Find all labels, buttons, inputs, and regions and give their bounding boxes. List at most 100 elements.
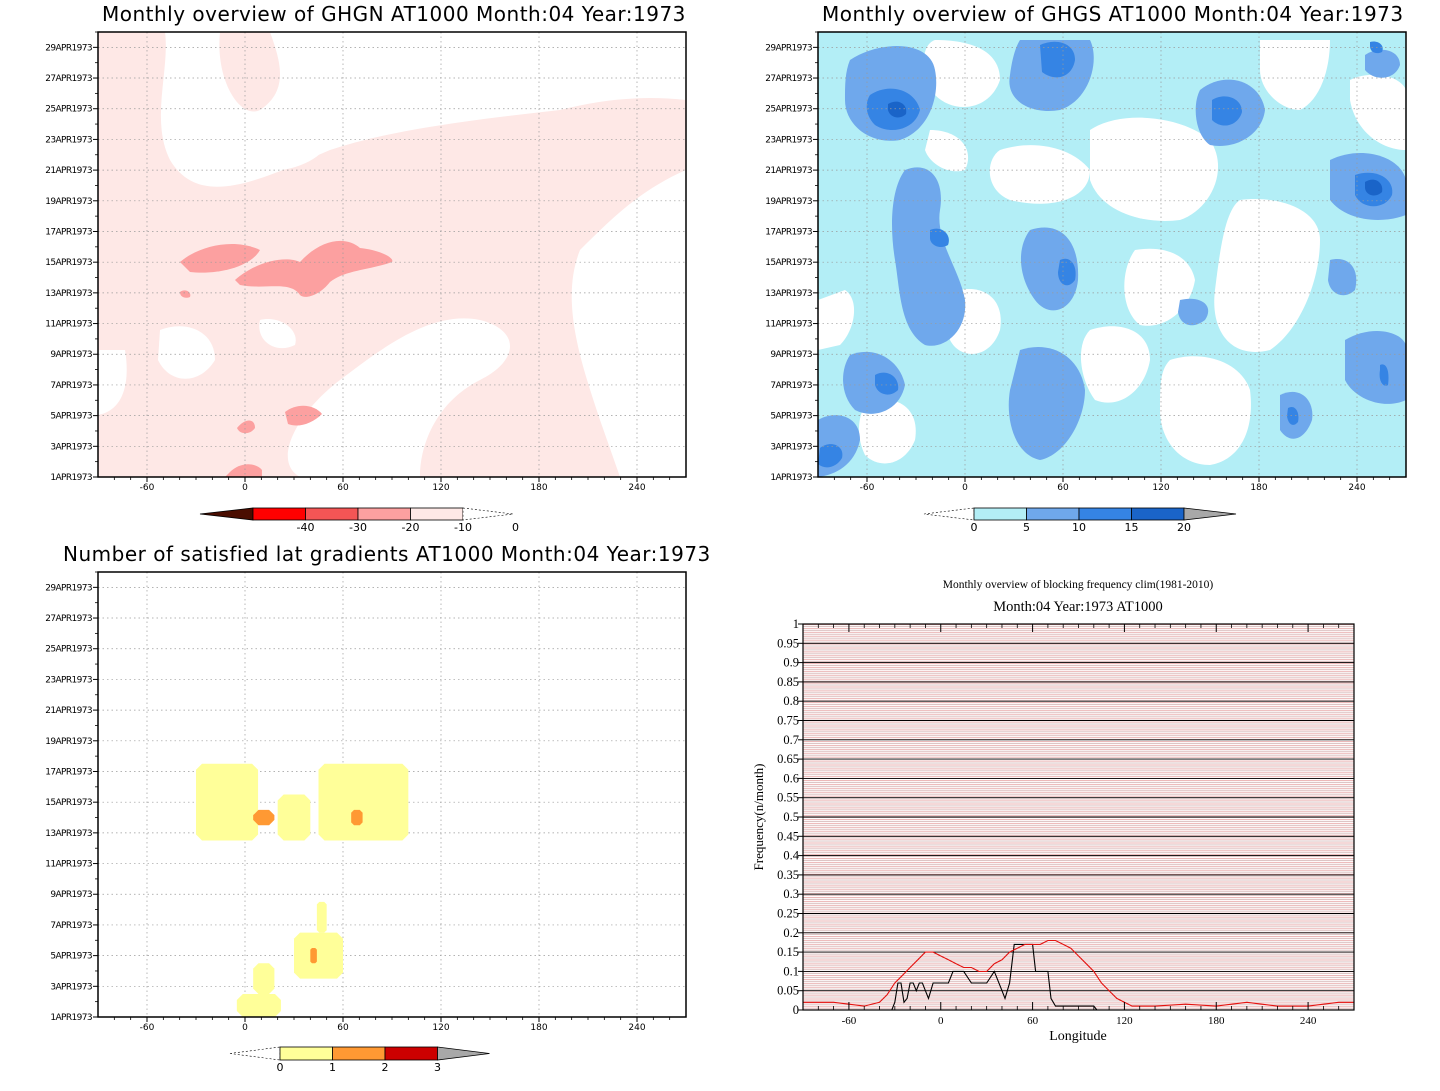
lat-cell-value-1 xyxy=(236,993,281,1017)
freq-y-tick-label: 0.45 xyxy=(777,829,799,843)
y-tick-label: 21APR1973 xyxy=(45,706,92,716)
freq-y-tick-label: 0.95 xyxy=(777,636,799,650)
y-tick-label: 1APR1973 xyxy=(770,473,812,483)
y-tick-label: 5APR1973 xyxy=(770,412,812,422)
y-tick-label: 21APR1973 xyxy=(765,166,812,176)
freq-y-tick-label: 0.9 xyxy=(783,656,799,670)
freq-y-tick-label: 0.85 xyxy=(777,675,799,689)
freq-series-line-0 xyxy=(803,943,1354,1011)
colorbar-right-extension xyxy=(437,1046,490,1061)
y-tick-label: 13APR1973 xyxy=(45,829,92,839)
y-tick-label: 7APR1973 xyxy=(770,381,812,391)
x-tick-label: 0 xyxy=(242,1023,248,1033)
y-tick-label: 11APR1973 xyxy=(765,320,812,330)
freq-y-tick-label: 0.65 xyxy=(777,752,799,766)
x-tick-label: -60 xyxy=(140,483,155,493)
freq-x-tick-label: 120 xyxy=(1116,1015,1133,1027)
y-tick-label: 21APR1973 xyxy=(45,166,92,176)
freq-y-tick-label: 1 xyxy=(793,617,799,631)
x-tick-label: -60 xyxy=(860,483,875,493)
y-tick-label: 19APR1973 xyxy=(765,197,812,207)
ghgs-title: Monthly overview of GHGS AT1000 Month:04… xyxy=(822,2,1404,26)
colorbar-left-extension xyxy=(199,507,254,521)
colorbar-label: -10 xyxy=(454,521,472,534)
freq-y-tick-label: 0.6 xyxy=(783,771,799,785)
freq-y-tick-label: 0.15 xyxy=(777,945,799,959)
x-tick-label: 120 xyxy=(1152,483,1169,493)
colorbar-segment xyxy=(1026,507,1080,521)
y-tick-label: 27APR1973 xyxy=(765,74,812,84)
x-tick-label: 60 xyxy=(337,483,349,493)
freq-y-tick-label: 0.4 xyxy=(783,849,799,863)
x-tick-label: 180 xyxy=(530,1023,547,1033)
freq-x-tick-label: -60 xyxy=(842,1015,857,1027)
y-tick-label: 29APR1973 xyxy=(765,43,812,53)
y-tick-label: 23APR1973 xyxy=(765,135,812,145)
colorbar-segment xyxy=(305,507,359,521)
ghgs-field-level-15 xyxy=(888,101,907,118)
freq-x-tick-label: 60 xyxy=(1027,1015,1039,1027)
x-tick-label: 120 xyxy=(432,1023,449,1033)
colorbar-label: 0 xyxy=(971,521,978,534)
y-tick-label: 25APR1973 xyxy=(765,105,812,115)
freq-x-tick-label: 180 xyxy=(1208,1015,1225,1027)
lat-cell-value-1 xyxy=(253,963,275,994)
y-tick-label: 3APR1973 xyxy=(50,982,92,992)
lat-gradients-title: Number of satisfied lat gradients AT1000… xyxy=(63,542,711,566)
y-tick-label: 5APR1973 xyxy=(50,952,92,962)
colorbar-label: -40 xyxy=(297,521,315,534)
lat-cell-value-1 xyxy=(318,763,409,841)
y-tick-label: 7APR1973 xyxy=(50,921,92,931)
freq-x-tick-label: 0 xyxy=(938,1015,944,1027)
x-tick-label: 0 xyxy=(962,483,968,493)
freq-y-tick-label: 0.35 xyxy=(777,868,799,882)
freq-ylabel: Frequency(n/month) xyxy=(751,764,766,871)
lat-cell-value-2 xyxy=(351,809,363,826)
colorbar-segment xyxy=(357,507,411,521)
colorbar-label: -30 xyxy=(349,521,367,534)
ghgs-panel: -60 0 60 120 180 240 1APR1973 3APR1973 5APR1973 7… xyxy=(765,31,1407,493)
y-tick-label: 9APR1973 xyxy=(50,890,92,900)
lat-gradients-panel: -60 0 60 120 180 240 1APR1973 3APR1973 5APR1973 7… xyxy=(45,571,687,1033)
freq-grid xyxy=(803,623,1354,1011)
y-tick-label: 13APR1973 xyxy=(45,289,92,299)
ghgs-contours xyxy=(818,40,1406,477)
freq-y-tick-label: 0.55 xyxy=(777,791,799,805)
colorbar-left-extension xyxy=(923,507,975,521)
y-tick-label: 27APR1973 xyxy=(45,614,92,624)
colorbar-segment xyxy=(384,1046,438,1061)
colorbar-segment xyxy=(973,507,1027,521)
y-tick-label: 1APR1973 xyxy=(50,1013,92,1023)
ghgs-colorbar: 0 5 10 15 20 xyxy=(923,507,1237,534)
colorbar-segment xyxy=(1078,507,1132,521)
y-tick-label: 25APR1973 xyxy=(45,105,92,115)
lat-cell-value-2 xyxy=(253,809,275,826)
y-tick-label: 27APR1973 xyxy=(45,74,92,84)
ghgn-axes: -60 0 60 120 180 240 1APR1973 3APR1973 5APR1973 7… xyxy=(45,31,671,493)
y-tick-label: 17APR1973 xyxy=(45,767,92,777)
x-tick-label: 60 xyxy=(337,1023,349,1033)
lat-cells xyxy=(196,763,409,1017)
y-tick-label: 15APR1973 xyxy=(765,258,812,268)
freq-suptitle: Monthly overview of blocking frequency c… xyxy=(943,579,1214,591)
colorbar-label: -20 xyxy=(402,521,420,534)
y-tick-label: 29APR1973 xyxy=(45,583,92,593)
y-tick-label: 23APR1973 xyxy=(45,135,92,145)
y-tick-label: 25APR1973 xyxy=(45,645,92,655)
freq-y-tick-label: 0.3 xyxy=(783,887,799,901)
colorbar-segment xyxy=(410,507,464,521)
y-tick-label: 19APR1973 xyxy=(45,737,92,747)
lat-axes: -60 0 60 120 180 240 1APR1973 3APR1973 5APR1973 7… xyxy=(45,571,671,1033)
x-tick-label: 0 xyxy=(242,483,248,493)
freq-y-tick-label: 0 xyxy=(793,1003,799,1017)
freq-xlabel: Longitude xyxy=(1049,1029,1107,1044)
freq-series-line-1 xyxy=(803,939,1354,1007)
freq-y-tick-label: 0.25 xyxy=(777,907,799,921)
colorbar-label: 10 xyxy=(1072,521,1086,534)
y-tick-label: 19APR1973 xyxy=(45,197,92,207)
freq-title: Month:04 Year:1973 AT1000 xyxy=(993,599,1163,615)
colorbar-label: 5 xyxy=(1023,521,1030,534)
x-tick-label: 60 xyxy=(1057,483,1069,493)
y-tick-label: 23APR1973 xyxy=(45,675,92,685)
